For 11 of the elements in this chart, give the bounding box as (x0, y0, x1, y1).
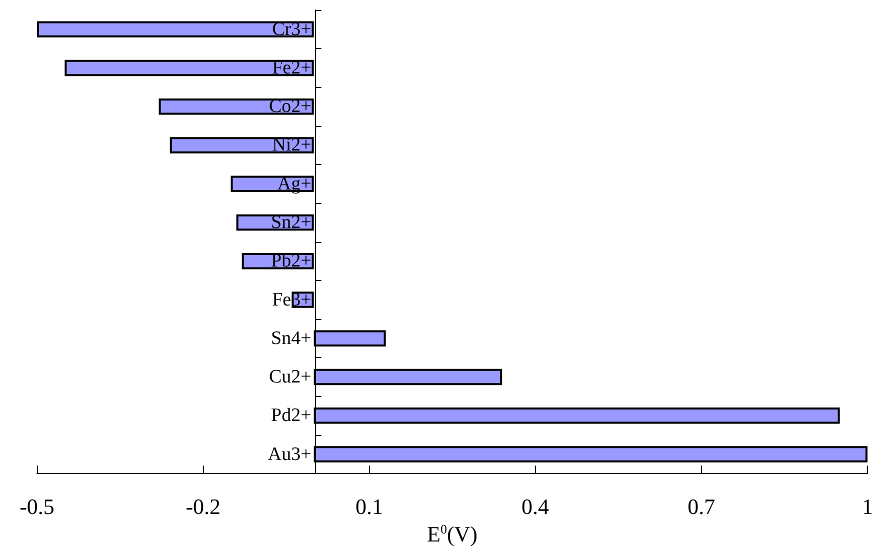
x-tick-label: -0.2 (186, 494, 221, 520)
x-tick-label: 0.1 (355, 494, 383, 520)
y-tick-label: Cu2+ (268, 366, 312, 388)
x-tick-label: 0.7 (688, 494, 716, 520)
x-tick-label: 1 (862, 494, 873, 520)
x-tick-label: -0.5 (20, 494, 54, 520)
x-tick-label: 0.4 (522, 494, 550, 520)
y-tick-label: Pd2+ (271, 405, 312, 426)
y-tick-label: Sn2+ (271, 212, 312, 233)
y-tick-label: Au3+ (268, 444, 312, 465)
y-tick-label: Sn4+ (271, 328, 312, 349)
